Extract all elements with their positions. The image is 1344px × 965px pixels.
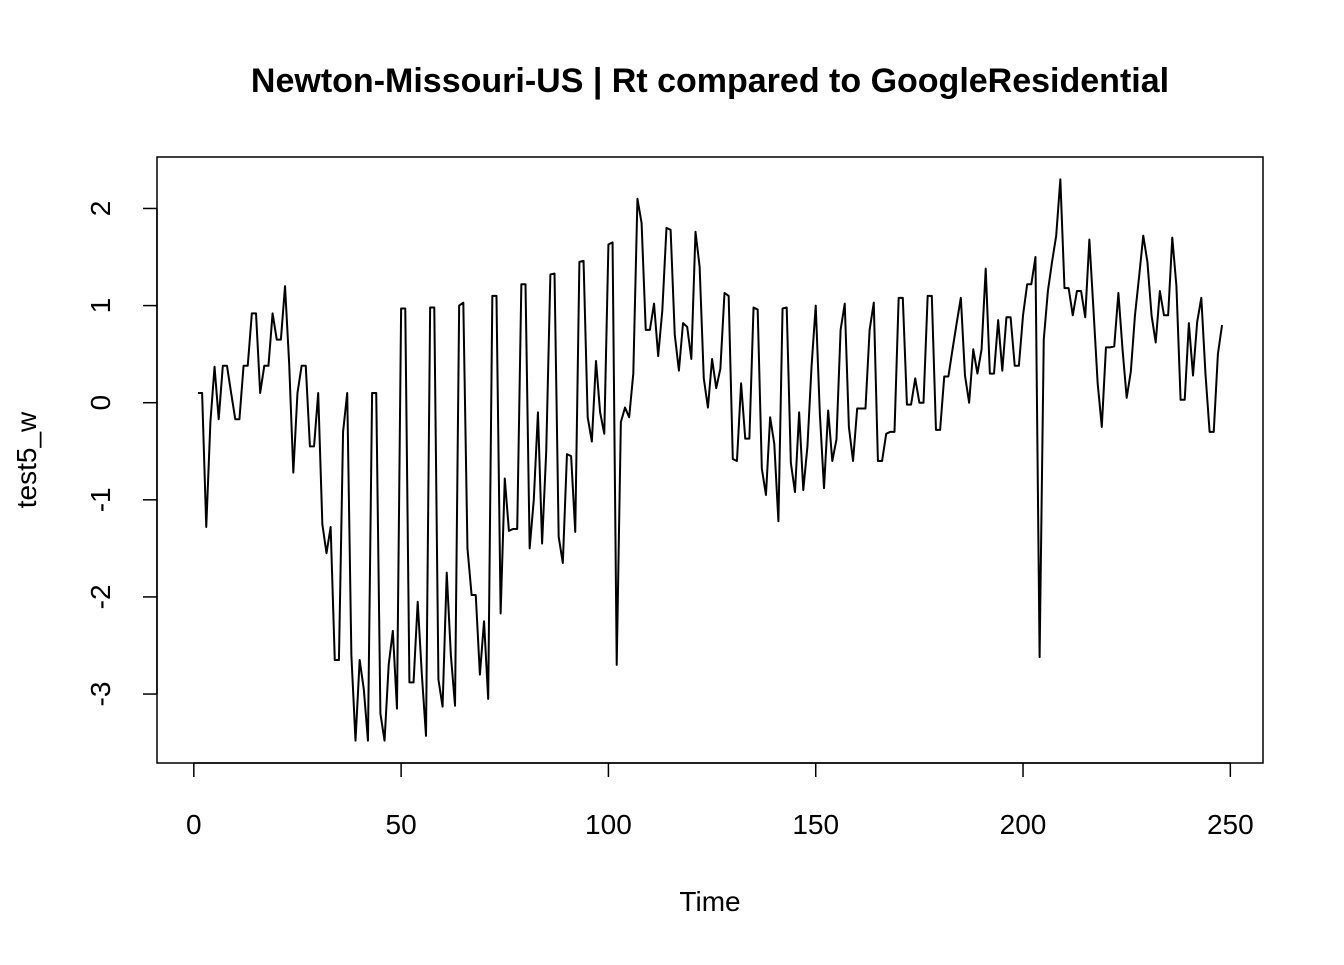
y-tick-label: 1 xyxy=(85,298,116,314)
chart-title: Newton-Missouri-US | Rt compared to Goog… xyxy=(251,62,1169,100)
y-tick-label: -1 xyxy=(85,487,116,512)
x-tick-label: 200 xyxy=(1000,809,1047,840)
y-tick-label: -3 xyxy=(85,682,116,707)
x-axis-label: Time xyxy=(679,886,740,917)
x-tick-label: 150 xyxy=(792,809,839,840)
y-tick-label: 2 xyxy=(85,201,116,217)
x-tick-label: 50 xyxy=(386,809,417,840)
y-axis-label: test5_w xyxy=(11,411,42,508)
y-tick-label: 0 xyxy=(85,395,116,411)
x-tick-label: 250 xyxy=(1207,809,1254,840)
data-line xyxy=(197,178,1224,742)
x-tick-label: 0 xyxy=(186,809,202,840)
y-tick-label: -2 xyxy=(85,584,116,609)
x-tick-label: 100 xyxy=(585,809,632,840)
